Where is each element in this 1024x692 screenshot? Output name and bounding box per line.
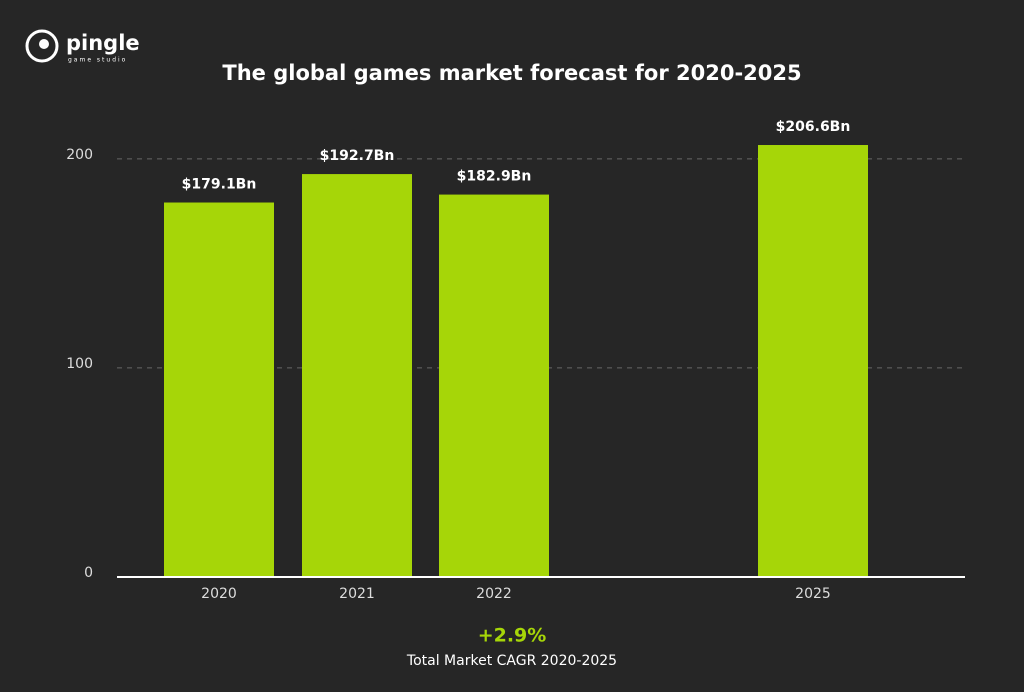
bar [439, 194, 549, 577]
value-label: $192.7Bn [320, 148, 395, 164]
x-tick-label: 2025 [795, 586, 831, 602]
logo [25, 29, 59, 63]
y-tick-label: 0 [84, 565, 93, 581]
annotation-caption: Total Market CAGR 2020-2025 [406, 653, 617, 669]
x-tick-label: 2020 [201, 586, 237, 602]
bar [302, 174, 412, 577]
value-label: $182.9Bn [457, 169, 532, 185]
logo-icon [25, 29, 59, 63]
bar [164, 202, 274, 577]
annotation: +2.9% [478, 625, 547, 647]
logo-icon-dot [39, 39, 49, 49]
y-tick-label: 100 [66, 356, 93, 372]
x-tick-label: 2021 [339, 586, 375, 602]
value-label: $206.6Bn [776, 119, 851, 135]
y-tick-label: 200 [66, 147, 93, 163]
value-label: $179.1Bn [182, 177, 257, 193]
brand-tagline: game studio [68, 57, 127, 64]
chart-title: The global games market forecast for 202… [222, 61, 801, 85]
brand-name: pingle [66, 31, 140, 55]
x-tick-label: 2022 [476, 586, 512, 602]
bar [758, 145, 868, 577]
